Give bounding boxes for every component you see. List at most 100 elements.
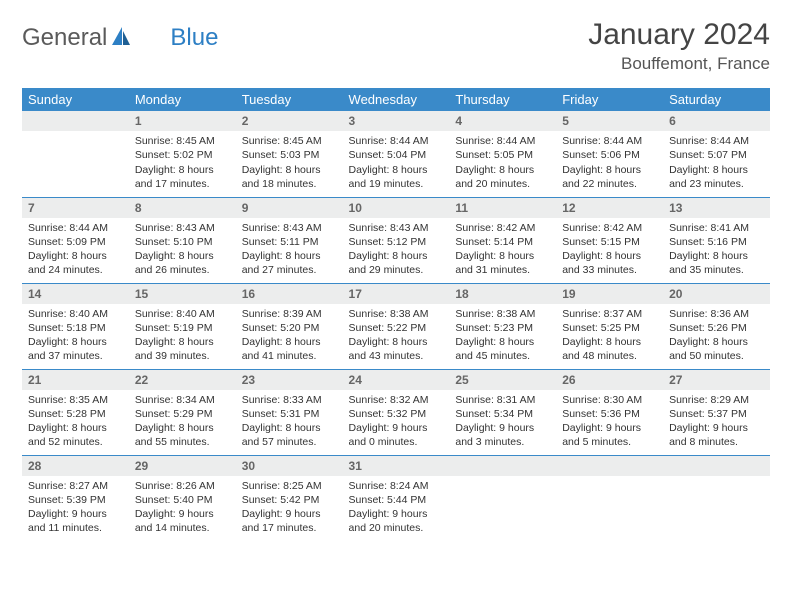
day-content: Sunrise: 8:38 AMSunset: 5:22 PMDaylight:… bbox=[343, 304, 450, 368]
day-number: 12 bbox=[556, 198, 663, 218]
day-number: 26 bbox=[556, 370, 663, 390]
day-content: Sunrise: 8:32 AMSunset: 5:32 PMDaylight:… bbox=[343, 390, 450, 454]
day-content: Sunrise: 8:26 AMSunset: 5:40 PMDaylight:… bbox=[129, 476, 236, 540]
day-content: Sunrise: 8:30 AMSunset: 5:36 PMDaylight:… bbox=[556, 390, 663, 454]
calendar-cell: 2Sunrise: 8:45 AMSunset: 5:03 PMDaylight… bbox=[236, 111, 343, 197]
day-number: 1 bbox=[129, 111, 236, 131]
brand-part2: Blue bbox=[170, 24, 218, 52]
title-block: January 2024 Bouffemont, France bbox=[588, 18, 770, 74]
day-content: Sunrise: 8:37 AMSunset: 5:25 PMDaylight:… bbox=[556, 304, 663, 368]
month-title: January 2024 bbox=[588, 18, 770, 52]
brand-logo: General Blue bbox=[22, 18, 218, 52]
calendar-cell: 19Sunrise: 8:37 AMSunset: 5:25 PMDayligh… bbox=[556, 283, 663, 369]
calendar-cell: 25Sunrise: 8:31 AMSunset: 5:34 PMDayligh… bbox=[449, 369, 556, 455]
calendar-cell: 6Sunrise: 8:44 AMSunset: 5:07 PMDaylight… bbox=[663, 111, 770, 197]
day-content: Sunrise: 8:44 AMSunset: 5:04 PMDaylight:… bbox=[343, 131, 450, 195]
day-number: 6 bbox=[663, 111, 770, 131]
calendar-body: 1Sunrise: 8:45 AMSunset: 5:02 PMDaylight… bbox=[22, 111, 770, 541]
calendar-cell: 4Sunrise: 8:44 AMSunset: 5:05 PMDaylight… bbox=[449, 111, 556, 197]
calendar-cell: 7Sunrise: 8:44 AMSunset: 5:09 PMDaylight… bbox=[22, 197, 129, 283]
calendar-cell: 18Sunrise: 8:38 AMSunset: 5:23 PMDayligh… bbox=[449, 283, 556, 369]
day-number: 22 bbox=[129, 370, 236, 390]
day-content: Sunrise: 8:38 AMSunset: 5:23 PMDaylight:… bbox=[449, 304, 556, 368]
day-number: 30 bbox=[236, 456, 343, 476]
location-label: Bouffemont, France bbox=[588, 54, 770, 74]
calendar-cell: 16Sunrise: 8:39 AMSunset: 5:20 PMDayligh… bbox=[236, 283, 343, 369]
calendar-cell bbox=[449, 455, 556, 541]
day-number: 3 bbox=[343, 111, 450, 131]
weekday-header: Wednesday bbox=[343, 88, 450, 111]
day-content: Sunrise: 8:45 AMSunset: 5:03 PMDaylight:… bbox=[236, 131, 343, 195]
day-content: Sunrise: 8:34 AMSunset: 5:29 PMDaylight:… bbox=[129, 390, 236, 454]
day-number-empty bbox=[22, 111, 129, 131]
calendar-cell: 23Sunrise: 8:33 AMSunset: 5:31 PMDayligh… bbox=[236, 369, 343, 455]
calendar-cell: 5Sunrise: 8:44 AMSunset: 5:06 PMDaylight… bbox=[556, 111, 663, 197]
day-content: Sunrise: 8:43 AMSunset: 5:12 PMDaylight:… bbox=[343, 218, 450, 282]
day-number: 9 bbox=[236, 198, 343, 218]
day-number-empty bbox=[663, 456, 770, 476]
day-number: 5 bbox=[556, 111, 663, 131]
day-number: 13 bbox=[663, 198, 770, 218]
weekday-header: Tuesday bbox=[236, 88, 343, 111]
day-number: 28 bbox=[22, 456, 129, 476]
calendar-cell: 3Sunrise: 8:44 AMSunset: 5:04 PMDaylight… bbox=[343, 111, 450, 197]
calendar-cell: 22Sunrise: 8:34 AMSunset: 5:29 PMDayligh… bbox=[129, 369, 236, 455]
calendar-cell bbox=[556, 455, 663, 541]
calendar-cell: 28Sunrise: 8:27 AMSunset: 5:39 PMDayligh… bbox=[22, 455, 129, 541]
calendar-cell: 29Sunrise: 8:26 AMSunset: 5:40 PMDayligh… bbox=[129, 455, 236, 541]
day-content: Sunrise: 8:29 AMSunset: 5:37 PMDaylight:… bbox=[663, 390, 770, 454]
day-number: 24 bbox=[343, 370, 450, 390]
day-content: Sunrise: 8:36 AMSunset: 5:26 PMDaylight:… bbox=[663, 304, 770, 368]
calendar-cell: 31Sunrise: 8:24 AMSunset: 5:44 PMDayligh… bbox=[343, 455, 450, 541]
calendar-cell: 17Sunrise: 8:38 AMSunset: 5:22 PMDayligh… bbox=[343, 283, 450, 369]
day-content: Sunrise: 8:40 AMSunset: 5:19 PMDaylight:… bbox=[129, 304, 236, 368]
day-content: Sunrise: 8:33 AMSunset: 5:31 PMDaylight:… bbox=[236, 390, 343, 454]
calendar-cell: 21Sunrise: 8:35 AMSunset: 5:28 PMDayligh… bbox=[22, 369, 129, 455]
day-content: Sunrise: 8:42 AMSunset: 5:14 PMDaylight:… bbox=[449, 218, 556, 282]
day-content: Sunrise: 8:43 AMSunset: 5:10 PMDaylight:… bbox=[129, 218, 236, 282]
day-content: Sunrise: 8:31 AMSunset: 5:34 PMDaylight:… bbox=[449, 390, 556, 454]
weekday-header: Friday bbox=[556, 88, 663, 111]
day-number: 7 bbox=[22, 198, 129, 218]
calendar-cell: 24Sunrise: 8:32 AMSunset: 5:32 PMDayligh… bbox=[343, 369, 450, 455]
day-number: 23 bbox=[236, 370, 343, 390]
brand-part1: General bbox=[22, 24, 107, 52]
calendar-table: SundayMondayTuesdayWednesdayThursdayFrid… bbox=[22, 88, 770, 541]
day-content: Sunrise: 8:45 AMSunset: 5:02 PMDaylight:… bbox=[129, 131, 236, 195]
day-number: 19 bbox=[556, 284, 663, 304]
day-number: 15 bbox=[129, 284, 236, 304]
day-number: 2 bbox=[236, 111, 343, 131]
day-number: 27 bbox=[663, 370, 770, 390]
day-number: 29 bbox=[129, 456, 236, 476]
calendar-cell: 26Sunrise: 8:30 AMSunset: 5:36 PMDayligh… bbox=[556, 369, 663, 455]
day-number: 18 bbox=[449, 284, 556, 304]
day-content: Sunrise: 8:43 AMSunset: 5:11 PMDaylight:… bbox=[236, 218, 343, 282]
weekday-header: Saturday bbox=[663, 88, 770, 111]
calendar-cell: 1Sunrise: 8:45 AMSunset: 5:02 PMDaylight… bbox=[129, 111, 236, 197]
calendar-cell: 14Sunrise: 8:40 AMSunset: 5:18 PMDayligh… bbox=[22, 283, 129, 369]
day-content: Sunrise: 8:40 AMSunset: 5:18 PMDaylight:… bbox=[22, 304, 129, 368]
day-number: 4 bbox=[449, 111, 556, 131]
day-number: 11 bbox=[449, 198, 556, 218]
day-content: Sunrise: 8:25 AMSunset: 5:42 PMDaylight:… bbox=[236, 476, 343, 540]
calendar-cell: 11Sunrise: 8:42 AMSunset: 5:14 PMDayligh… bbox=[449, 197, 556, 283]
day-number: 20 bbox=[663, 284, 770, 304]
day-number: 14 bbox=[22, 284, 129, 304]
day-number: 10 bbox=[343, 198, 450, 218]
day-number: 21 bbox=[22, 370, 129, 390]
sail-icon bbox=[110, 25, 132, 47]
calendar-cell: 20Sunrise: 8:36 AMSunset: 5:26 PMDayligh… bbox=[663, 283, 770, 369]
day-content: Sunrise: 8:44 AMSunset: 5:09 PMDaylight:… bbox=[22, 218, 129, 282]
day-content: Sunrise: 8:42 AMSunset: 5:15 PMDaylight:… bbox=[556, 218, 663, 282]
day-content: Sunrise: 8:39 AMSunset: 5:20 PMDaylight:… bbox=[236, 304, 343, 368]
day-number: 8 bbox=[129, 198, 236, 218]
calendar-cell: 15Sunrise: 8:40 AMSunset: 5:19 PMDayligh… bbox=[129, 283, 236, 369]
calendar-cell: 9Sunrise: 8:43 AMSunset: 5:11 PMDaylight… bbox=[236, 197, 343, 283]
weekday-header: Monday bbox=[129, 88, 236, 111]
day-number-empty bbox=[556, 456, 663, 476]
calendar-cell: 12Sunrise: 8:42 AMSunset: 5:15 PMDayligh… bbox=[556, 197, 663, 283]
day-content: Sunrise: 8:35 AMSunset: 5:28 PMDaylight:… bbox=[22, 390, 129, 454]
day-content: Sunrise: 8:44 AMSunset: 5:07 PMDaylight:… bbox=[663, 131, 770, 195]
calendar-cell bbox=[22, 111, 129, 197]
day-content: Sunrise: 8:27 AMSunset: 5:39 PMDaylight:… bbox=[22, 476, 129, 540]
